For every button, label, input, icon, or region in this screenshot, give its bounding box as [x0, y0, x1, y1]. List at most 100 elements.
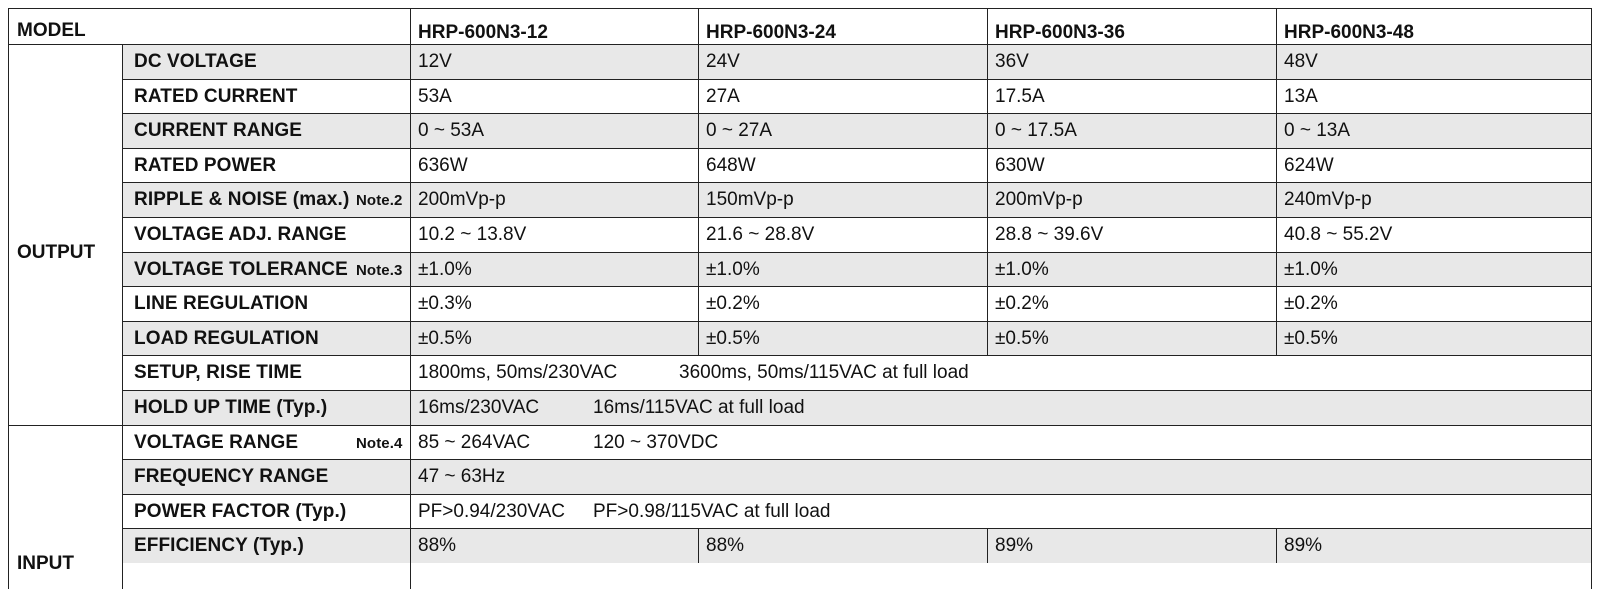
- model-column-divider: [698, 147, 699, 183]
- spec-table: MODEL HRP-600N3-12 HRP-600N3-24 HRP-600N3-3…: [8, 8, 1592, 589]
- spec-value: 48V: [1284, 51, 1318, 72]
- row-divider: [122, 147, 1592, 149]
- model-column-divider: [1276, 113, 1277, 148]
- model-column-divider: [987, 147, 988, 183]
- table-border-top: [8, 8, 1592, 9]
- spec-value: 36V: [995, 51, 1029, 72]
- spec-value: 47 ~ 63Hz: [418, 466, 506, 488]
- spec-value: 0 ~ 27A: [706, 120, 773, 142]
- spec-value: 0 ~ 13A: [1284, 120, 1351, 142]
- spec-value: 88%: [706, 535, 745, 557]
- label-column-divider: [410, 8, 411, 589]
- section-divider: [8, 424, 1592, 426]
- header-divider: [8, 44, 1592, 45]
- model-header-label: MODEL: [17, 20, 86, 41]
- row-shade: [122, 459, 1592, 494]
- row-divider: [122, 182, 1592, 184]
- spec-value: 0 ~ 53A: [418, 120, 485, 142]
- spec-value: ±1.0%: [418, 258, 472, 280]
- spec-value: ±0.3%: [418, 293, 472, 315]
- model-column-divider: [698, 78, 699, 114]
- spec-value: 200mVp-p: [995, 189, 1083, 211]
- spec-label: HOLD UP TIME (Typ.): [134, 397, 328, 418]
- spec-value: 88%: [418, 535, 457, 557]
- model-column-divider: [1276, 182, 1277, 217]
- spec-value: 12V: [418, 51, 452, 72]
- model-column-divider: [1276, 78, 1277, 114]
- spec-label: VOLTAGE TOLERANCE: [134, 258, 348, 280]
- spec-value: 16ms/115VAC at full load: [593, 397, 805, 418]
- spec-label: LINE REGULATION: [134, 293, 309, 315]
- model-column-divider: [987, 113, 988, 148]
- row-divider: [122, 286, 1592, 288]
- spec-value: 21.6 ~ 28.8V: [706, 224, 815, 245]
- model-name-3: HRP-600N3-36: [995, 22, 1125, 43]
- row-shade: [122, 528, 1592, 563]
- table-border-right: [1591, 8, 1592, 589]
- model-name-1: HRP-600N3-12: [418, 22, 548, 43]
- model-column-divider: [1276, 8, 1277, 44]
- spec-value: ±0.5%: [418, 327, 472, 349]
- spec-value: ±0.2%: [1284, 293, 1338, 315]
- row-divider: [122, 113, 1592, 115]
- model-column-divider: [698, 44, 699, 79]
- row-shade: [122, 320, 1592, 356]
- model-column-divider: [1276, 528, 1277, 563]
- spec-value: 85 ~ 264VAC: [418, 431, 531, 453]
- section-output: OUTPUT: [17, 242, 96, 263]
- row-divider: [122, 78, 1592, 80]
- spec-label: POWER FACTOR (Typ.): [134, 500, 347, 522]
- spec-label: EFFICIENCY (Typ.): [134, 535, 304, 557]
- spec-label: VOLTAGE RANGE: [134, 431, 299, 453]
- model-column-divider: [698, 251, 699, 287]
- spec-value: ±0.2%: [706, 293, 760, 315]
- row-divider: [122, 528, 1592, 530]
- row-divider: [122, 251, 1592, 253]
- spec-label: FREQUENCY RANGE: [134, 466, 329, 488]
- spec-label: SETUP, RISE TIME: [134, 362, 303, 384]
- spec-label: DC VOLTAGE: [134, 51, 257, 72]
- model-name-4: HRP-600N3-48: [1284, 22, 1414, 43]
- spec-value: 3600ms, 50ms/115VAC at full load: [679, 362, 969, 384]
- spec-value: 40.8 ~ 55.2V: [1284, 224, 1393, 245]
- row-divider: [122, 493, 1592, 495]
- row-shade: [122, 390, 1592, 425]
- spec-label: CURRENT RANGE: [134, 120, 303, 142]
- spec-value: ±1.0%: [1284, 258, 1338, 280]
- spec-value: ±0.5%: [995, 327, 1049, 349]
- section-column-divider: [122, 44, 123, 589]
- spec-value: 24V: [706, 51, 740, 72]
- table-border-left: [8, 8, 9, 589]
- spec-value: ±1.0%: [706, 258, 760, 280]
- model-column-divider: [1276, 251, 1277, 287]
- spec-value: 150mVp-p: [706, 189, 794, 211]
- model-column-divider: [1276, 286, 1277, 321]
- spec-label: VOLTAGE ADJ. RANGE: [134, 224, 347, 245]
- row-shade: [122, 44, 1592, 79]
- spec-value: 27A: [706, 85, 740, 107]
- spec-value: 28.8 ~ 39.6V: [995, 224, 1104, 245]
- model-column-divider: [987, 251, 988, 287]
- spec-value: ±1.0%: [995, 258, 1049, 280]
- spec-note: Note.3: [356, 261, 403, 279]
- spec-value: ±0.2%: [995, 293, 1049, 315]
- model-column-divider: [1276, 217, 1277, 252]
- spec-value: 1800ms, 50ms/230VAC: [418, 362, 618, 384]
- model-column-divider: [987, 217, 988, 252]
- spec-label: RATED POWER: [134, 154, 277, 176]
- spec-note: Note.4: [356, 434, 403, 452]
- spec-value: 624W: [1284, 154, 1334, 176]
- spec-value: 636W: [418, 154, 468, 176]
- section-input: INPUT: [17, 553, 74, 574]
- model-column-divider: [987, 286, 988, 321]
- row-divider: [122, 390, 1592, 391]
- spec-value: 13A: [1284, 85, 1318, 107]
- model-column-divider: [1276, 147, 1277, 183]
- spec-value: 0 ~ 17.5A: [995, 120, 1077, 142]
- model-column-divider: [698, 182, 699, 217]
- row-divider: [122, 355, 1592, 357]
- spec-value: 17.5A: [995, 85, 1045, 107]
- spec-value: 120 ~ 370VDC: [593, 431, 719, 453]
- spec-value: 16ms/230VAC: [418, 397, 540, 418]
- spec-label: LOAD REGULATION: [134, 327, 319, 349]
